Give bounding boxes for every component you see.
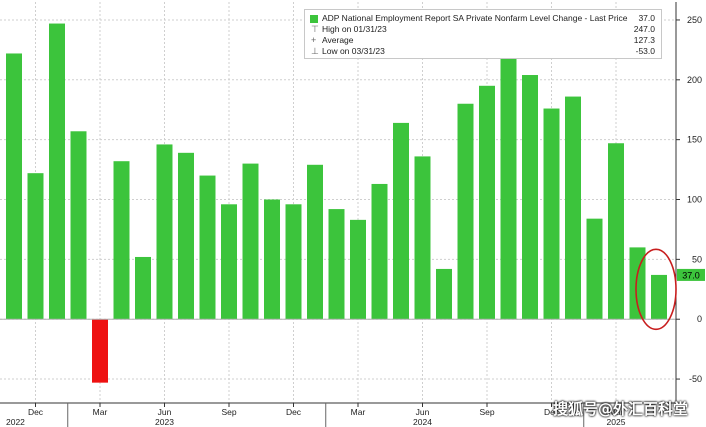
x-tick-label: Mar [93, 407, 108, 417]
last-price-tag [677, 268, 705, 281]
year-label: 2025 [607, 417, 626, 427]
year-label: 2022 [6, 417, 25, 427]
legend-average-label: Average [322, 35, 354, 45]
y-tick-label: 200 [687, 75, 702, 85]
y-tick-label: -50 [689, 374, 702, 384]
legend-series-name: ADP National Employment Report SA Privat… [322, 13, 628, 23]
axes [0, 2, 680, 427]
legend-low-label: Low on 03/31/23 [322, 46, 385, 56]
legend-low-value: -53.0 [635, 46, 655, 56]
legend-average-row: + Average 127.3 [305, 35, 661, 46]
average-marker-icon: + [311, 35, 317, 45]
bar [307, 164, 323, 320]
bar [328, 209, 345, 320]
y-tick-label: 0 [697, 314, 702, 324]
bar [242, 163, 259, 320]
x-tick-label: Mar [609, 407, 624, 417]
bar [500, 55, 517, 320]
legend-high-row: ⊤ High on 01/31/23 247.0 [305, 24, 661, 35]
bar [414, 156, 431, 320]
y-tick-label: 150 [687, 135, 702, 145]
annotations: 37.0 [635, 248, 705, 331]
bar [221, 204, 237, 320]
bar [350, 219, 366, 320]
last-price-tag-label: 37.0 [682, 270, 700, 280]
bar [651, 274, 667, 320]
bar [285, 204, 302, 320]
x-tick-label: Sep [221, 407, 236, 417]
bar [586, 218, 603, 320]
tick-labels: -50 0 50 100 150 200 250 Dec Mar Jun Sep Dec Mar Jun S… [6, 15, 702, 427]
bar [199, 175, 216, 320]
high-marker-icon: ⊤ [311, 24, 319, 34]
bar [49, 23, 65, 320]
bar [479, 85, 495, 320]
y-tick-label: 250 [687, 15, 702, 25]
legend: ADP National Employment Report SA Privat… [304, 9, 662, 59]
bar [393, 122, 409, 320]
bar [27, 173, 44, 320]
bar [264, 199, 280, 320]
y-tick-label: 100 [687, 195, 702, 205]
bar [6, 53, 22, 320]
x-tick-label: Jun [416, 407, 430, 417]
y-tick-label: 50 [692, 254, 702, 264]
x-tick-label: Dec [286, 407, 302, 417]
bar [178, 152, 194, 320]
x-tick-label: Jun [158, 407, 172, 417]
bar [565, 96, 581, 320]
legend-high-value: 247.0 [633, 24, 655, 34]
bar [457, 103, 474, 320]
year-label: 2023 [155, 417, 174, 427]
legend-average-value: 127.3 [633, 35, 655, 45]
x-tick-label: Sep [479, 407, 494, 417]
watermark: 搜狐号@外汇百科堂 [553, 400, 689, 418]
legend-series-row: ADP National Employment Report SA Privat… [305, 13, 661, 24]
bar [629, 247, 646, 320]
low-marker-icon: ⊥ [311, 46, 319, 56]
x-tick-label: Dec [544, 407, 560, 417]
bar [608, 143, 624, 320]
bar [113, 161, 130, 320]
bars [6, 23, 667, 383]
legend-series-swatch [310, 15, 318, 23]
legend-low-row: ⊥ Low on 03/31/23 -53.0 [305, 46, 661, 57]
bar [156, 144, 173, 320]
bar [371, 183, 388, 320]
highlight-circle [635, 248, 677, 331]
legend-series-value: 37.0 [638, 13, 655, 23]
bar [543, 108, 560, 320]
bar [522, 75, 538, 320]
bar [436, 268, 452, 320]
year-label: 2024 [413, 417, 432, 427]
bar [70, 131, 87, 320]
legend-high-label: High on 01/31/23 [322, 24, 387, 34]
x-tick-label: Mar [351, 407, 366, 417]
bar [92, 319, 108, 383]
x-tick-label: Dec [28, 407, 44, 417]
bar [135, 256, 151, 320]
